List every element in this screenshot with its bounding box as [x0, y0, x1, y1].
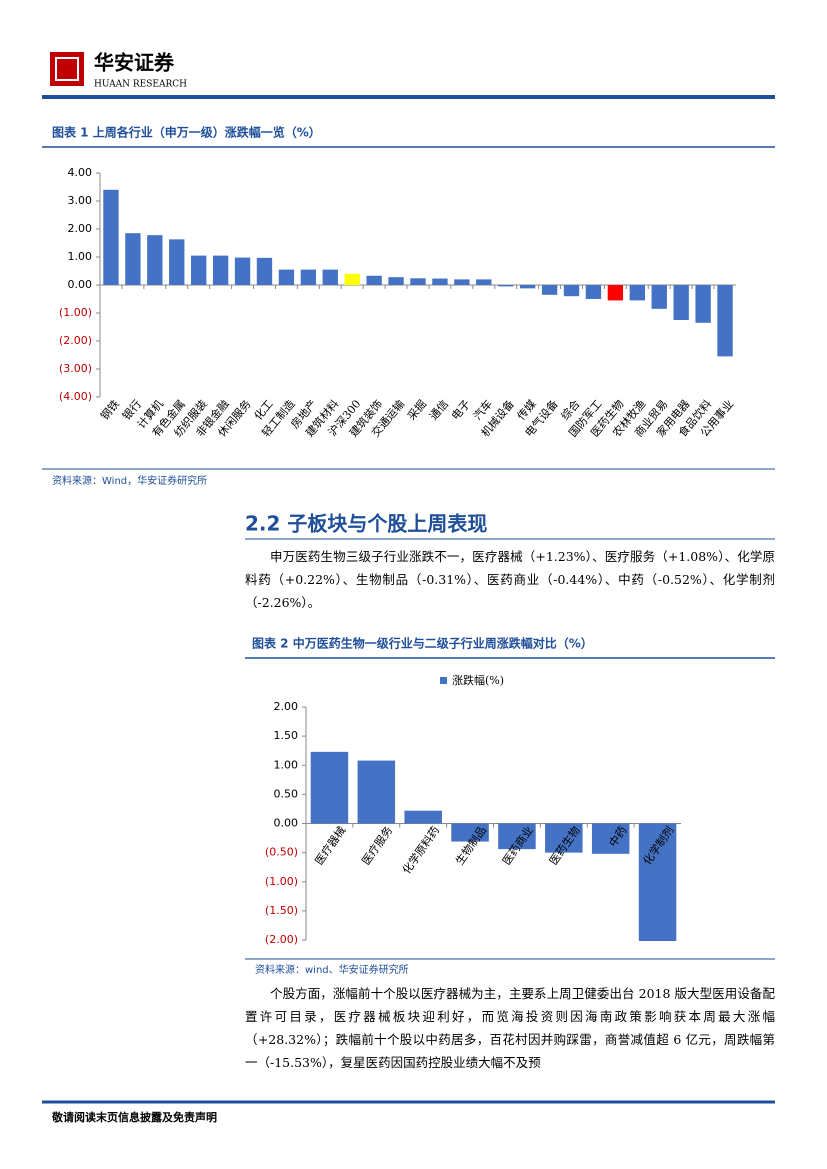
bar [191, 255, 207, 285]
bar [169, 239, 185, 285]
footer: 敬请阅读末页信息披露及免责声明 [51, 1110, 217, 1124]
x-tick-label: 钢铁 [98, 398, 122, 423]
paragraph: 申万医药生物三级子行业涨跌不一，医疗器械（+1.23%）、医疗服务（+1.08%… [245, 549, 775, 610]
x-tick-label: 医疗器械 [312, 823, 349, 867]
bar [695, 285, 711, 323]
bar [234, 257, 251, 285]
bar [300, 269, 317, 285]
bar [541, 285, 558, 295]
y-tick-label: (4.00) [59, 390, 92, 403]
bar [410, 278, 426, 285]
bar [147, 235, 163, 285]
bar [310, 751, 349, 824]
bar [476, 279, 492, 285]
bar [717, 285, 733, 357]
y-tick-label: (0.50) [265, 846, 298, 859]
y-tick-label: (1.50) [265, 904, 298, 917]
bar [673, 285, 689, 320]
bar [366, 275, 382, 285]
bar [629, 285, 645, 301]
x-tick-label: 化学原料药 [399, 823, 442, 876]
y-tick-label: 1.50 [274, 729, 299, 742]
bar [103, 189, 119, 285]
bar [344, 273, 360, 285]
legend-swatch [440, 677, 447, 684]
bar [651, 285, 667, 309]
y-tick-label: (1.00) [59, 306, 92, 319]
source: 资料来源：Wind，华安证券研究所 [52, 474, 207, 487]
bar [638, 823, 677, 941]
bar [607, 285, 624, 301]
bar [591, 823, 630, 854]
y-tick-label: 2.00 [274, 700, 299, 713]
header-rule [42, 95, 775, 99]
bar [563, 285, 580, 297]
bar [545, 823, 583, 853]
bar [404, 810, 442, 824]
x-tick-label: 电子 [449, 398, 473, 423]
legend-label: 涨跌幅(%) [452, 673, 504, 687]
y-tick-label: 0.00 [68, 278, 93, 291]
figure-title: 图表 2 中万医药生物一级行业与二级子行业周涨跌幅对比（%） [252, 636, 593, 651]
bar [498, 285, 514, 287]
y-tick-label: 0.00 [274, 817, 299, 830]
bar [256, 257, 273, 285]
bar [278, 269, 295, 285]
section-heading: 2.2 子板块与个股上周表现 [245, 512, 487, 536]
bar [519, 285, 536, 289]
y-tick-label: (2.00) [59, 334, 92, 347]
y-tick-label: 1.00 [274, 758, 299, 771]
x-tick-label: 通信 [427, 398, 451, 423]
y-tick-label: (3.00) [59, 362, 92, 375]
logo-cn: 华安证券 [94, 51, 175, 75]
bar [585, 285, 602, 299]
source: 资料来源：wind、华安证券研究所 [255, 963, 409, 976]
y-tick-label: 4.00 [68, 166, 93, 179]
bar [357, 760, 396, 824]
bar [388, 277, 404, 285]
y-tick-label: (1.00) [265, 875, 298, 888]
x-tick-label: 医疗服务 [359, 823, 396, 867]
paragraph: 个股方面，涨幅前十个股以医疗器械为主，主要系上周卫健委出台 2018 版大型医用… [245, 986, 775, 1070]
x-tick-label: 采掘 [404, 397, 429, 423]
bar [498, 823, 536, 850]
logo-inner [55, 57, 79, 81]
bar [212, 255, 229, 285]
bar [454, 279, 470, 285]
y-tick-label: 2.00 [68, 222, 93, 235]
y-tick-label: 3.00 [68, 194, 93, 207]
bar [451, 823, 489, 842]
y-tick-label: 0.50 [274, 787, 299, 800]
y-tick-label: 1.00 [68, 250, 93, 263]
logo-en: HUAAN RESEARCH [94, 80, 187, 90]
bar [322, 269, 338, 285]
figure-title: 图表 1 上周各行业（申万一级）涨跌幅一览（%） [52, 125, 321, 140]
bar [125, 233, 141, 285]
y-tick-label: (2.00) [265, 933, 298, 946]
bar [432, 278, 448, 285]
